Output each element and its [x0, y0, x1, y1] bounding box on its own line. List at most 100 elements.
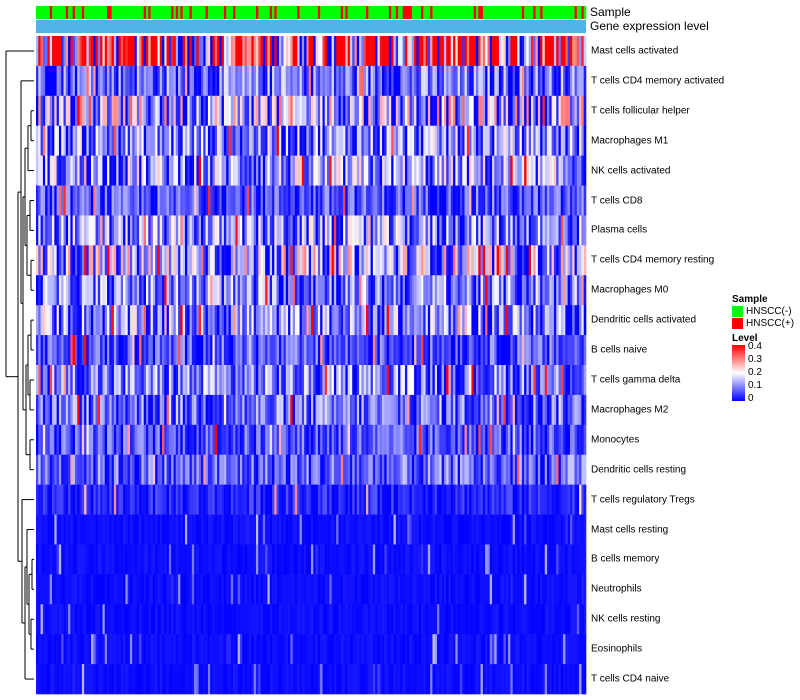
heatmap-cell — [482, 185, 486, 216]
heatmap-cell — [478, 215, 481, 246]
heatmap-cell — [315, 394, 319, 426]
heatmap-cell — [391, 95, 394, 127]
heatmap-cell — [556, 335, 559, 366]
heatmap-cell — [521, 65, 525, 97]
heatmap-cell — [276, 125, 280, 156]
heatmap-cell — [366, 514, 369, 545]
heatmap-cell — [560, 484, 564, 515]
heatmap-cell — [366, 65, 369, 97]
heatmap-cell — [386, 305, 390, 336]
heatmap-cell — [528, 125, 532, 156]
heatmap-cell — [283, 155, 287, 186]
heatmap-cell — [427, 394, 431, 426]
heatmap-cell — [283, 305, 287, 336]
heatmap-cell — [285, 604, 289, 635]
heatmap-cell — [423, 215, 426, 246]
heatmap-cell — [466, 544, 470, 575]
heatmap-cell — [498, 36, 502, 67]
heatmap-cell — [505, 514, 509, 545]
heatmap-cell — [400, 454, 403, 485]
heatmap-cell — [579, 365, 582, 396]
heatmap-cell — [382, 604, 385, 635]
heatmap-cell — [205, 365, 209, 396]
heatmap-cell — [503, 125, 507, 156]
heatmap-cell — [297, 394, 300, 426]
heatmap-cell — [139, 484, 142, 515]
heatmap-cell — [418, 394, 422, 426]
heatmap-cell — [437, 155, 440, 186]
heatmap-cell — [579, 155, 582, 186]
heatmap-cell — [400, 484, 403, 515]
heatmap-cell — [276, 36, 280, 67]
heatmap-cell — [345, 424, 348, 456]
heatmap-cell — [404, 65, 408, 97]
heatmap-cell — [278, 394, 282, 426]
heatmap-cell — [274, 544, 277, 575]
heatmap-cell — [164, 185, 167, 216]
heatmap-cell — [556, 514, 559, 545]
heatmap-cell — [178, 95, 181, 127]
heatmap-cell — [535, 335, 539, 366]
heatmap-cell — [306, 125, 310, 156]
sample-annotation-cell — [49, 6, 53, 19]
heatmap-cell — [448, 424, 452, 456]
heatmap-cell — [514, 514, 518, 545]
heatmap-cell — [430, 604, 433, 635]
heatmap-cell — [311, 305, 314, 336]
heatmap-cell — [86, 245, 90, 276]
heatmap-cell — [462, 484, 465, 515]
heatmap-cell — [535, 215, 539, 246]
heatmap-cell — [235, 65, 238, 97]
heatmap-cell — [285, 125, 289, 156]
heatmap-cell — [459, 275, 463, 306]
heatmap-cell — [65, 604, 69, 635]
sample-annotation-cell — [109, 6, 112, 19]
heatmap-cell — [292, 245, 296, 276]
heatmap-cell — [455, 394, 458, 426]
heatmap-cell — [272, 365, 275, 396]
heatmap-cell — [56, 604, 60, 635]
heatmap-cell — [583, 335, 587, 366]
heatmap-cell — [86, 365, 90, 396]
heatmap-cell — [471, 155, 475, 186]
heatmap-cell — [56, 36, 60, 67]
heatmap-cell — [297, 514, 300, 545]
heatmap-cell — [402, 424, 406, 456]
heatmap-cell — [47, 215, 51, 246]
heatmap-cell — [178, 514, 181, 545]
heatmap-cell — [563, 544, 566, 575]
heatmap-cell — [432, 36, 436, 67]
heatmap-cell — [162, 454, 165, 485]
heatmap-cell — [205, 155, 209, 186]
heatmap-cell — [407, 484, 410, 515]
heatmap-cell — [363, 454, 367, 485]
heatmap-cell — [311, 155, 314, 186]
heatmap-cell — [338, 514, 342, 545]
heatmap-cell — [375, 185, 378, 216]
heatmap-cell — [162, 544, 165, 575]
heatmap-cell — [393, 574, 397, 605]
heatmap-cell — [473, 245, 477, 276]
heatmap-cell — [260, 394, 264, 426]
heatmap-cell — [191, 604, 195, 635]
heatmap-cell — [311, 574, 314, 605]
heatmap-cell — [164, 394, 167, 426]
heatmap-cell — [329, 155, 332, 186]
heatmap-cell — [54, 275, 57, 306]
heatmap-cell — [485, 365, 488, 396]
heatmap-cell — [480, 544, 484, 575]
heatmap-cell — [132, 365, 135, 396]
heatmap-cell — [425, 484, 429, 515]
sample-annotation-cell — [409, 6, 413, 19]
heatmap-cell — [40, 544, 44, 575]
heatmap-cell — [494, 454, 497, 485]
heatmap-cell — [77, 604, 80, 635]
heatmap-cell — [432, 394, 436, 426]
heatmap-cell — [297, 544, 300, 575]
heatmap-cell — [267, 514, 271, 545]
heatmap-cell — [306, 394, 310, 426]
heatmap-cell — [104, 185, 108, 216]
heatmap-cell — [473, 484, 477, 515]
heatmap-cell — [567, 65, 571, 97]
heatmap-cell — [535, 245, 539, 276]
